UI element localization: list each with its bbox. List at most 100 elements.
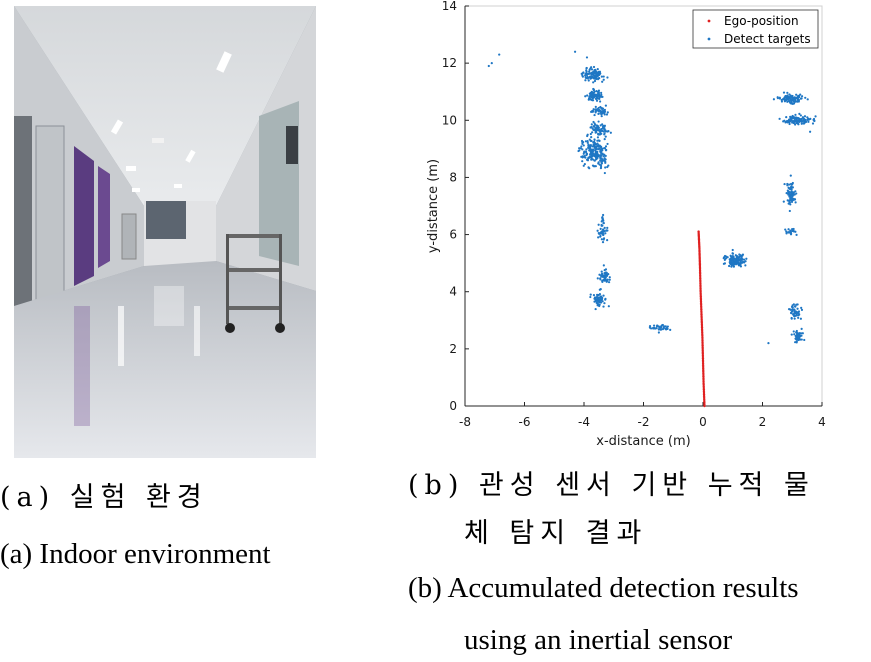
detect-target-point	[603, 147, 607, 150]
detect-target-point	[795, 192, 798, 195]
detect-target-point	[592, 72, 596, 75]
detect-target-point	[585, 67, 588, 70]
detect-target-point	[600, 275, 603, 278]
detect-target-point	[606, 279, 609, 282]
detect-target-point	[813, 119, 816, 123]
detect-target-point	[588, 155, 592, 158]
detect-target-point	[659, 328, 663, 331]
detect-target-point	[577, 149, 580, 153]
detect-target-point	[734, 259, 737, 262]
detect-target-point	[801, 332, 804, 335]
detect-target-point	[583, 150, 586, 153]
detect-target-point	[789, 99, 792, 102]
detect-target-point	[800, 308, 804, 311]
detect-target-point	[590, 123, 593, 126]
detect-target-point	[587, 166, 590, 169]
detect-target-point	[791, 306, 794, 309]
detect-target-point	[498, 53, 501, 56]
detect-target-point	[736, 258, 739, 261]
detect-target-point	[797, 316, 800, 319]
detect-target-point	[587, 146, 590, 149]
detect-target-point	[601, 240, 605, 244]
detect-target-point	[592, 81, 595, 84]
detect-target-point	[591, 158, 594, 161]
detect-target-point	[786, 121, 789, 124]
detect-target-point	[592, 65, 596, 69]
detect-target-point	[793, 317, 796, 320]
detect-target-point	[598, 293, 602, 296]
detect-target-point	[591, 148, 594, 151]
detect-target-point	[600, 270, 603, 273]
detect-target-point	[791, 114, 794, 118]
detect-target-point	[793, 314, 797, 317]
detect-target-point	[598, 130, 601, 133]
detect-target-point	[738, 253, 741, 256]
detect-target-point	[604, 166, 607, 169]
x-tick-label: -2	[638, 415, 650, 429]
detect-target-point	[659, 326, 663, 329]
y-tick-label: 8	[449, 170, 457, 184]
detect-target-point	[589, 295, 592, 299]
detect-target-point	[597, 236, 600, 239]
y-tick-label: 0	[449, 399, 457, 413]
detect-target-point	[731, 252, 735, 255]
detect-target-point	[796, 122, 800, 125]
detect-target-point	[664, 327, 667, 330]
x-tick-label: -4	[578, 415, 590, 429]
detect-target-point	[800, 332, 803, 335]
detect-target-point	[656, 324, 659, 327]
detect-target-point	[607, 305, 610, 308]
detect-target-point	[597, 129, 600, 132]
detect-target-point	[811, 122, 815, 125]
detect-target-point	[739, 265, 743, 268]
detect-target-point	[597, 112, 600, 115]
detect-target-point	[788, 193, 791, 196]
detect-target-point	[787, 231, 790, 234]
detect-target-point	[600, 161, 603, 164]
detect-target-point	[593, 154, 596, 157]
detect-target-point	[599, 149, 602, 152]
y-tick-label: 14	[442, 0, 457, 13]
detect-target-point	[731, 263, 734, 266]
detect-target-point	[790, 311, 793, 314]
detect-target-point	[603, 108, 606, 111]
detect-target-point	[587, 97, 591, 101]
detect-target-point	[601, 224, 604, 227]
detect-target-point	[604, 298, 607, 301]
detect-target-point	[767, 342, 770, 345]
detect-target-point	[596, 108, 599, 111]
detect-target-point	[794, 96, 797, 99]
detect-target-point	[794, 190, 797, 193]
detect-target-point	[606, 239, 609, 242]
detect-target-point	[589, 132, 592, 136]
detect-target-point	[589, 77, 592, 80]
detect-target-point	[594, 298, 597, 301]
detect-target-point	[603, 138, 606, 141]
detect-target-point	[594, 74, 597, 77]
detect-target-point	[604, 130, 607, 133]
detect-target-point	[784, 95, 787, 98]
detect-target-point	[595, 148, 598, 151]
detect-target-point	[789, 308, 792, 311]
detect-target-point	[791, 195, 794, 198]
detect-target-point	[796, 96, 799, 99]
detect-target-point	[602, 78, 605, 81]
detect-target-point	[797, 310, 801, 313]
detect-target-point	[599, 277, 602, 280]
detect-target-point	[594, 165, 597, 168]
detect-target-point	[784, 228, 787, 231]
detect-target-point	[601, 123, 604, 126]
detect-target-point	[772, 98, 776, 101]
detect-target-point	[792, 330, 795, 333]
detect-target-point	[787, 199, 790, 202]
detect-target-point	[600, 113, 603, 116]
detect-target-point	[738, 255, 741, 259]
detect-target-point	[806, 98, 809, 101]
detect-target-point	[604, 232, 607, 235]
detect-target-point	[604, 104, 607, 107]
caption-b-english-line2: using an inertial sensor	[464, 624, 733, 656]
detect-target-point	[596, 139, 599, 142]
detect-target-point	[606, 76, 609, 79]
detect-target-point	[608, 278, 611, 281]
detect-target-point	[794, 123, 797, 126]
